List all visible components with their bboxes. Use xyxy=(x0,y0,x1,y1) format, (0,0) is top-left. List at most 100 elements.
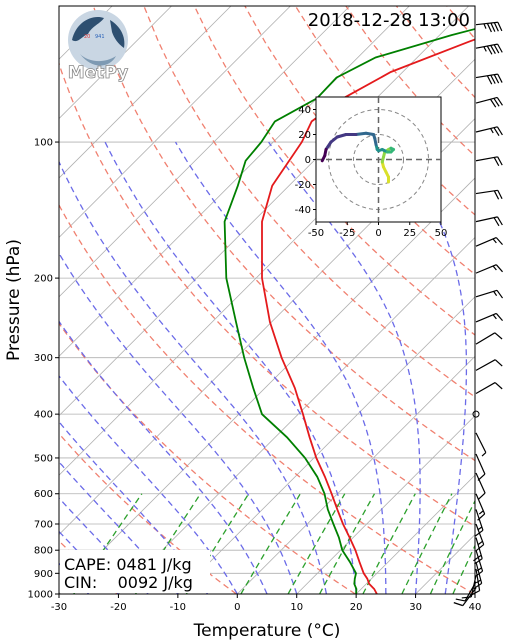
wind-barb xyxy=(470,568,481,596)
barb-flag xyxy=(496,97,503,106)
wind-barb xyxy=(475,43,503,55)
barb-staff xyxy=(475,568,481,591)
wind-barb xyxy=(475,432,487,457)
dry-adiabat xyxy=(143,6,475,398)
x-tick-label: -10 xyxy=(170,602,186,613)
y-tick-label: 900 xyxy=(34,569,53,580)
hodograph-segment xyxy=(354,131,368,136)
barb-staff xyxy=(475,509,484,531)
barb-flag xyxy=(486,75,493,85)
wind-barb xyxy=(475,289,504,299)
barb-staff xyxy=(475,453,486,475)
barb-flag xyxy=(477,492,486,500)
isotherm-line xyxy=(355,474,475,594)
hodo-y-tick-label: 40 xyxy=(298,105,311,116)
barb-flag xyxy=(495,313,503,321)
barb-staff xyxy=(475,21,498,26)
isotherm-line xyxy=(59,6,351,298)
y-axis-label: Pressure (hPa) xyxy=(4,239,24,361)
isotherm-line xyxy=(59,6,232,179)
y-tick-label: 400 xyxy=(34,410,53,421)
barb-flag xyxy=(496,289,504,299)
logo-number-2: 941 xyxy=(95,34,105,40)
moist-adiabat xyxy=(390,141,468,594)
hodo-x-tick-label: 25 xyxy=(403,228,416,239)
axis-ticks: -30 -20 -10 0 10 20 30 401002003004005006007008… xyxy=(28,138,482,613)
barb-flag xyxy=(493,44,500,54)
barb-flag xyxy=(496,216,503,226)
dry-adiabat xyxy=(193,6,475,336)
barb-staff xyxy=(475,561,483,584)
barb-flag xyxy=(493,22,499,32)
barb-flag xyxy=(493,217,500,227)
barb-staff xyxy=(475,156,498,162)
wind-barb xyxy=(475,312,503,323)
y-tick-label: 200 xyxy=(34,274,53,285)
barb-staff xyxy=(464,581,477,602)
barb-staff xyxy=(475,189,498,195)
barb-flag xyxy=(486,23,492,33)
dry-adiabat xyxy=(59,322,356,594)
wind-barb xyxy=(475,126,503,137)
hodo-y-tick-label: -20 xyxy=(295,180,311,191)
barb-staff xyxy=(475,432,487,453)
barb-flag xyxy=(490,22,496,32)
y-tick-label: 600 xyxy=(34,489,53,500)
hodo-x-tick-label: 0 xyxy=(375,228,381,239)
mixing-ratio-line xyxy=(452,544,475,594)
barb-flag xyxy=(453,602,463,607)
barb-staff xyxy=(475,289,498,298)
barb-staff xyxy=(475,472,486,494)
barb-flag xyxy=(493,74,500,84)
logo-number-1: 20 xyxy=(84,34,90,40)
mixing-ratio-line xyxy=(429,499,475,594)
moist-adiabat xyxy=(174,141,387,594)
barb-half-flag xyxy=(492,238,497,244)
y-tick-label: 300 xyxy=(34,353,53,364)
barb-flag xyxy=(490,74,496,84)
barb-staff xyxy=(475,312,497,323)
barb-staff xyxy=(475,216,498,223)
isotherm-line xyxy=(118,236,475,594)
hodograph-ring xyxy=(353,134,404,185)
barb-flag xyxy=(493,157,500,167)
hodo-x-tick-label: -50 xyxy=(308,228,324,239)
x-tick-label: 0 xyxy=(234,602,240,613)
x-tick-label: 40 xyxy=(469,602,482,613)
y-tick-label: 1000 xyxy=(28,590,53,601)
barb-flag xyxy=(497,73,503,83)
barb-flag xyxy=(497,43,503,53)
hodograph-segment xyxy=(320,154,327,163)
barb-staff xyxy=(475,550,484,572)
isotherm-line xyxy=(59,6,291,238)
hodo-y-tick-label: 20 xyxy=(298,130,311,141)
wind-barb xyxy=(455,581,477,602)
wind-barb xyxy=(475,472,486,500)
hodograph-segment xyxy=(335,133,348,139)
hodograph-segment xyxy=(324,140,333,151)
isotherm-line xyxy=(177,296,475,594)
wind-barb xyxy=(475,73,503,85)
hodograph-plot xyxy=(316,97,441,222)
barb-half-flag xyxy=(493,291,498,297)
x-tick-label: -20 xyxy=(110,602,126,613)
barb-flag xyxy=(495,264,503,273)
barb-staff xyxy=(475,96,498,104)
barb-flag xyxy=(494,332,503,340)
mixing-ratio-line xyxy=(319,493,376,594)
barb-staff xyxy=(475,359,496,371)
moist-adiabat xyxy=(59,420,209,594)
barb-flag xyxy=(486,45,493,55)
cin-value: CIN: 0092 J/kg xyxy=(64,573,193,592)
barb-flag xyxy=(470,590,480,596)
barb-staff xyxy=(475,382,496,394)
dry-adiabat xyxy=(497,6,524,594)
barb-flag xyxy=(493,190,500,200)
y-tick-label: 500 xyxy=(34,453,53,464)
hodo-y-tick-label: -40 xyxy=(295,205,311,216)
wind-barb xyxy=(475,264,503,274)
mixing-ratio-line xyxy=(287,493,346,594)
barb-half-flag xyxy=(492,314,497,320)
barb-flag xyxy=(489,98,497,108)
barb-staff xyxy=(475,43,498,49)
